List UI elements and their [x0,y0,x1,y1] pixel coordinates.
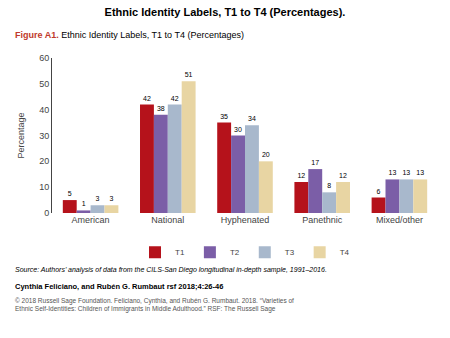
svg-text:38: 38 [157,105,165,112]
svg-text:T1: T1 [175,248,185,257]
svg-text:T3: T3 [285,248,295,257]
svg-text:30: 30 [39,131,49,141]
svg-text:17: 17 [311,159,319,166]
svg-text:Hyphenated: Hyphenated [221,215,270,225]
svg-text:Ethnic Identity Labels, T1 to: Ethnic Identity Labels, T1 to T4 (Percen… [105,6,346,18]
svg-text:12: 12 [297,172,305,179]
svg-text:34: 34 [248,115,256,122]
svg-text:Panethnic: Panethnic [302,215,343,225]
svg-text:35: 35 [220,113,228,120]
svg-text:Figure A1. Ethnic Identity Lab: Figure A1. Ethnic Identity Labels, T1 to… [15,30,244,40]
svg-text:13: 13 [416,169,424,176]
svg-text:42: 42 [143,95,151,102]
svg-text:Mixed/other: Mixed/other [376,215,423,225]
svg-text:1: 1 [82,200,86,207]
svg-text:8: 8 [327,182,331,189]
svg-text:51: 51 [185,71,193,78]
svg-text:5: 5 [68,190,72,197]
svg-text:13: 13 [389,169,397,176]
svg-text:20: 20 [262,151,270,158]
svg-text:American: American [72,215,110,225]
svg-text:40: 40 [39,105,49,115]
svg-text:Source: Authors’ analysis of d: Source: Authors’ analysis of data from t… [15,266,327,274]
svg-text:Cynthia Feliciano, and Rubén G: Cynthia Feliciano, and Rubén G. Rumbaut … [15,282,223,291]
svg-text:T4: T4 [340,248,350,257]
svg-text:13: 13 [402,169,410,176]
svg-text:10: 10 [39,182,49,192]
svg-text:0: 0 [44,208,49,218]
svg-text:T2: T2 [230,248,240,257]
svg-text:3: 3 [109,195,113,202]
svg-text:6: 6 [377,188,381,195]
svg-text:3: 3 [96,195,100,202]
svg-text:50: 50 [39,79,49,89]
svg-text:Percentage: Percentage [16,112,26,158]
svg-text:30: 30 [234,126,242,133]
svg-text:National: National [151,215,184,225]
svg-text:20: 20 [39,156,49,166]
svg-text:© 2018 Russell Sage Foundation: © 2018 Russell Sage Foundation. Felician… [15,297,294,313]
svg-text:12: 12 [339,172,347,179]
svg-text:60: 60 [39,53,49,63]
svg-text:42: 42 [171,95,179,102]
